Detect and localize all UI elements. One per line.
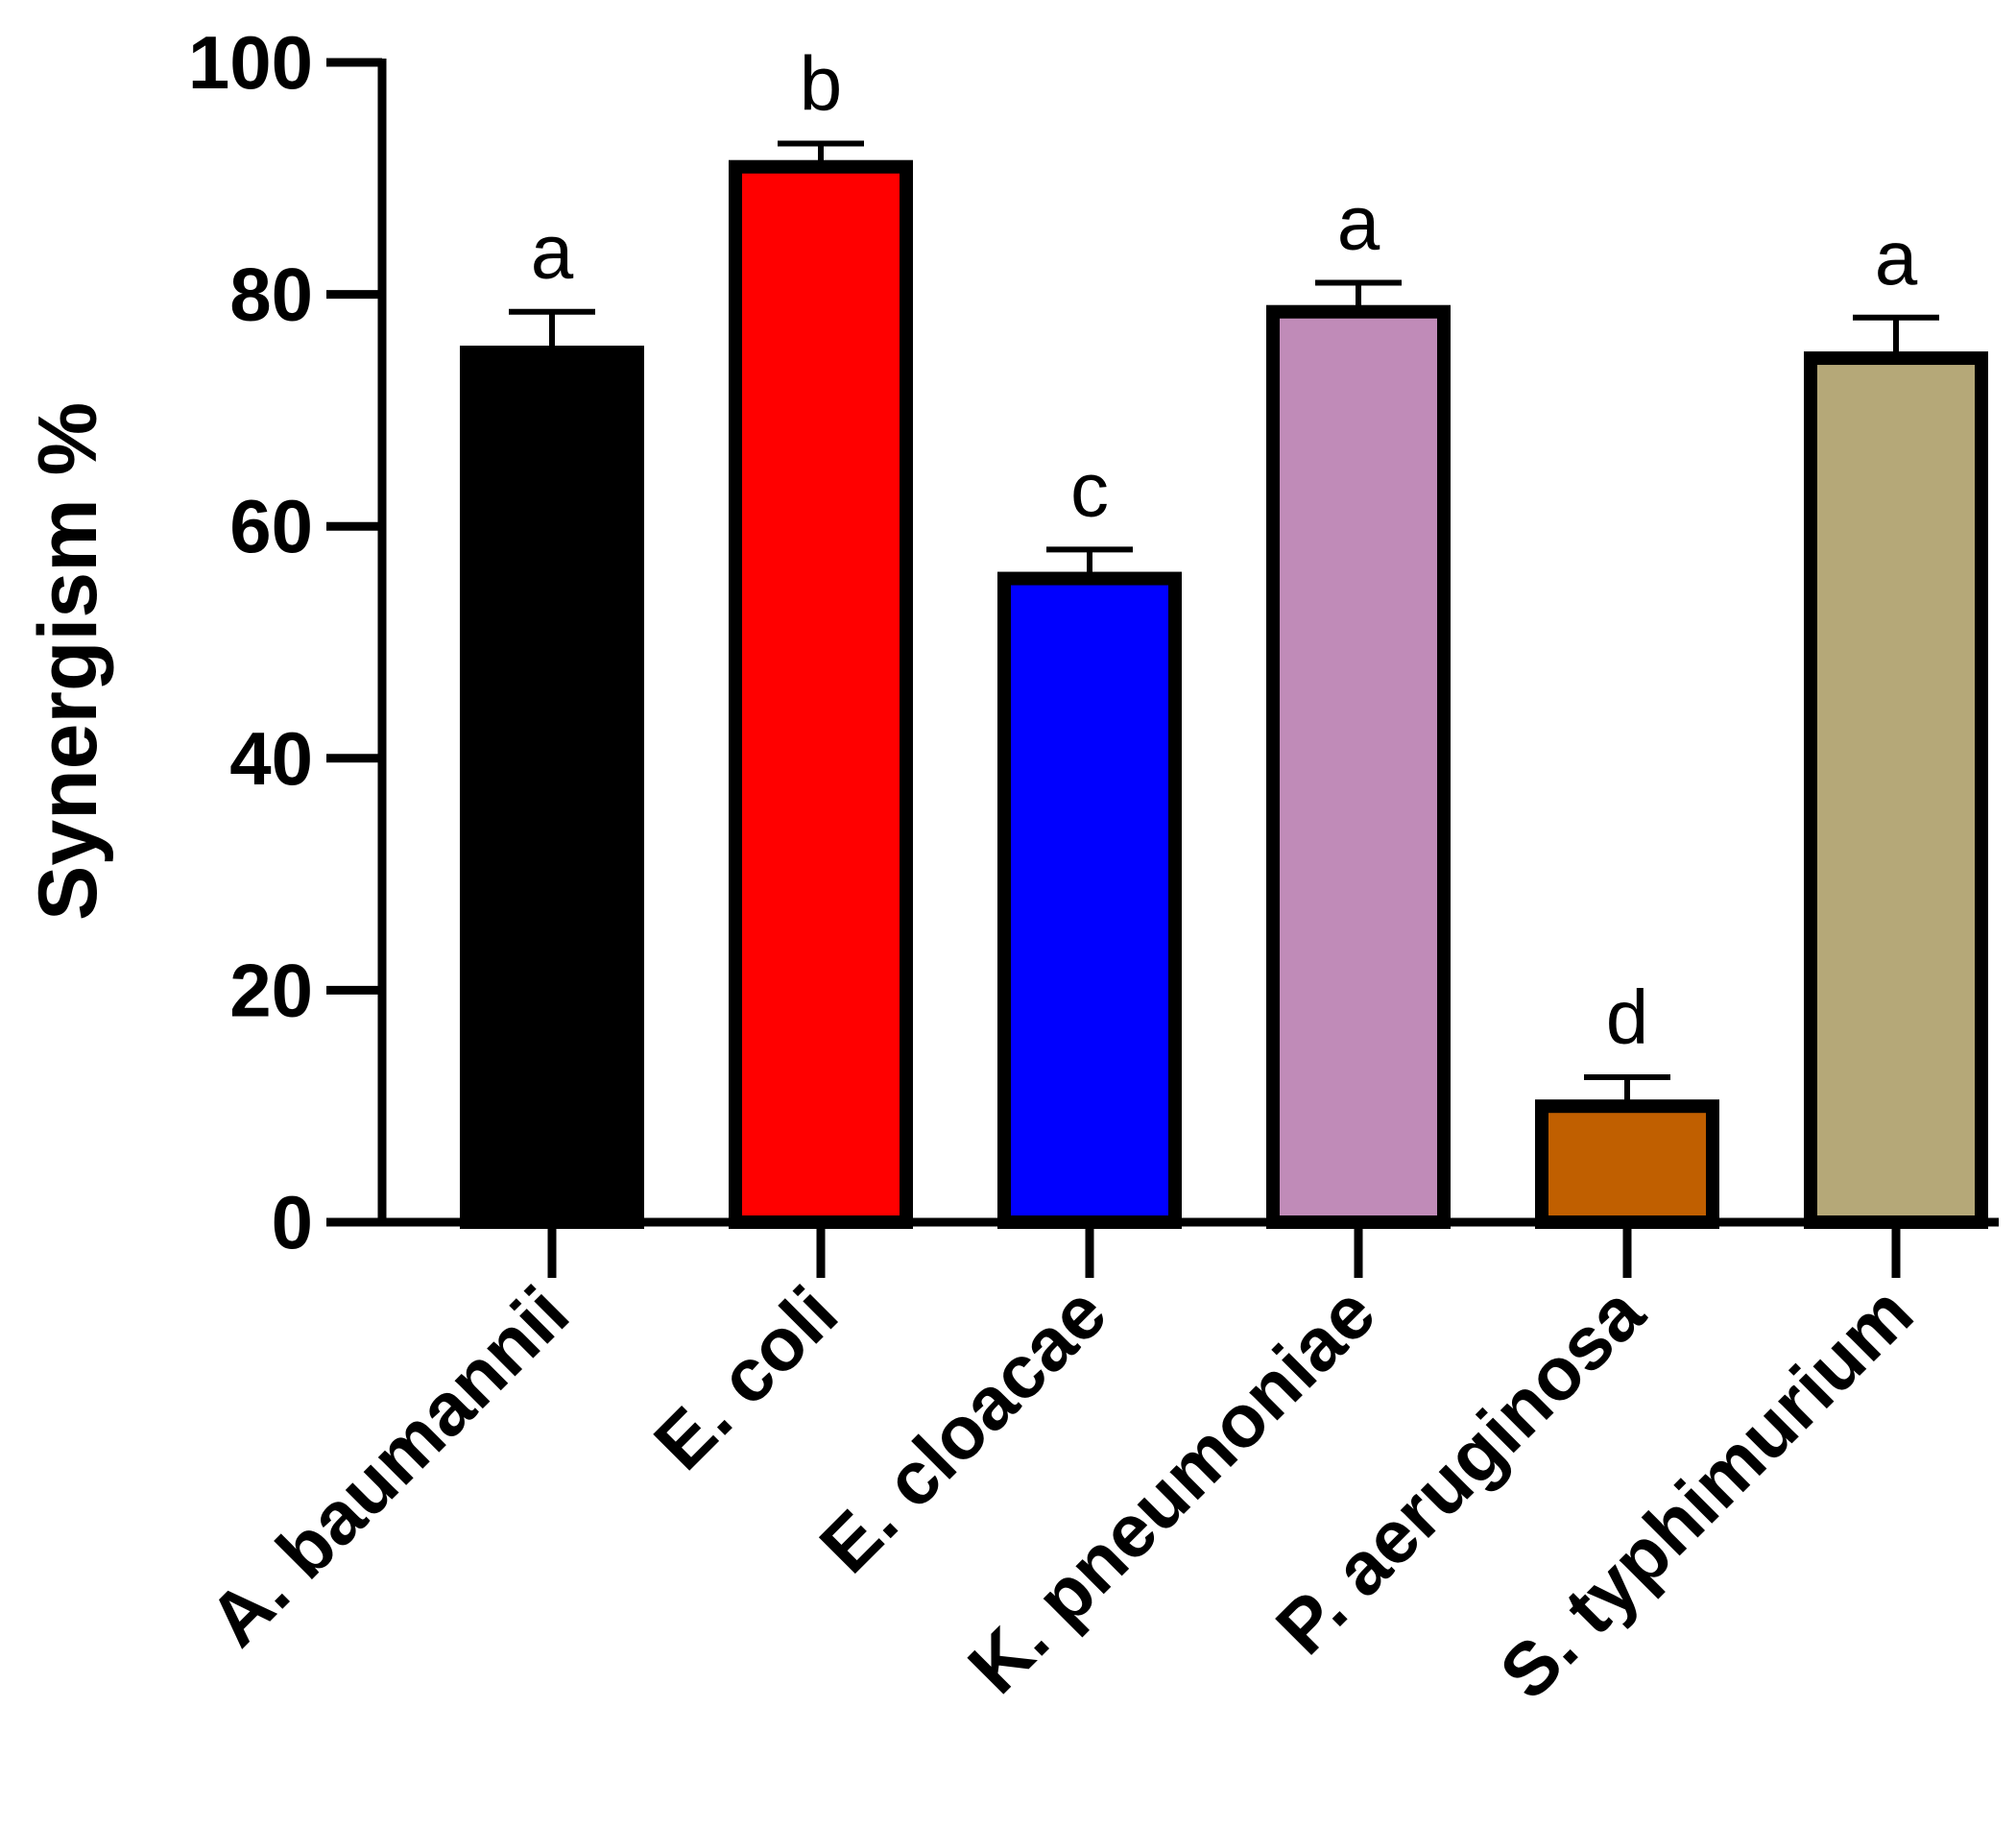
error-bar-4 bbox=[1315, 279, 1402, 312]
y-axis-title: Synergism % bbox=[22, 402, 114, 921]
y-tick-label-60: 60 bbox=[229, 484, 313, 568]
significance-label-4: a bbox=[1337, 180, 1380, 266]
error-bar-5 bbox=[1584, 1074, 1670, 1107]
significance-label-5: d bbox=[1606, 974, 1649, 1060]
bar-1 bbox=[460, 346, 644, 1229]
y-ticks: 0 20 40 60 80 100 bbox=[188, 20, 382, 1264]
significance-label-1: a bbox=[531, 209, 574, 295]
significance-label-3: c bbox=[1070, 446, 1109, 532]
bars bbox=[460, 159, 1988, 1230]
significance-label-2: b bbox=[800, 41, 843, 127]
x-category-label-1: A. baumannii bbox=[193, 1270, 586, 1663]
y-tick-label-40: 40 bbox=[229, 716, 313, 801]
error-bar-1 bbox=[509, 308, 595, 352]
error-bar-2 bbox=[778, 140, 864, 167]
significance-labels: a b c a d a bbox=[531, 41, 1918, 1060]
x-category-label-2: E. coli bbox=[637, 1270, 853, 1486]
y-axis-title-group: Synergism % bbox=[22, 402, 114, 921]
bar-6 bbox=[1804, 351, 1988, 1230]
error-bar-3 bbox=[1046, 546, 1133, 579]
bar-3 bbox=[997, 571, 1182, 1229]
y-tick-label-20: 20 bbox=[229, 948, 313, 1032]
bar-4 bbox=[1266, 304, 1451, 1230]
axes bbox=[326, 59, 1999, 1227]
y-tick-label-100: 100 bbox=[188, 20, 313, 105]
error-bar-6 bbox=[1853, 314, 1939, 359]
y-tick-label-0: 0 bbox=[272, 1180, 313, 1264]
bar-2 bbox=[729, 159, 913, 1230]
error-bars bbox=[509, 140, 1939, 1107]
bar-5 bbox=[1535, 1099, 1719, 1229]
significance-label-6: a bbox=[1875, 215, 1918, 301]
y-tick-label-80: 80 bbox=[229, 253, 313, 337]
